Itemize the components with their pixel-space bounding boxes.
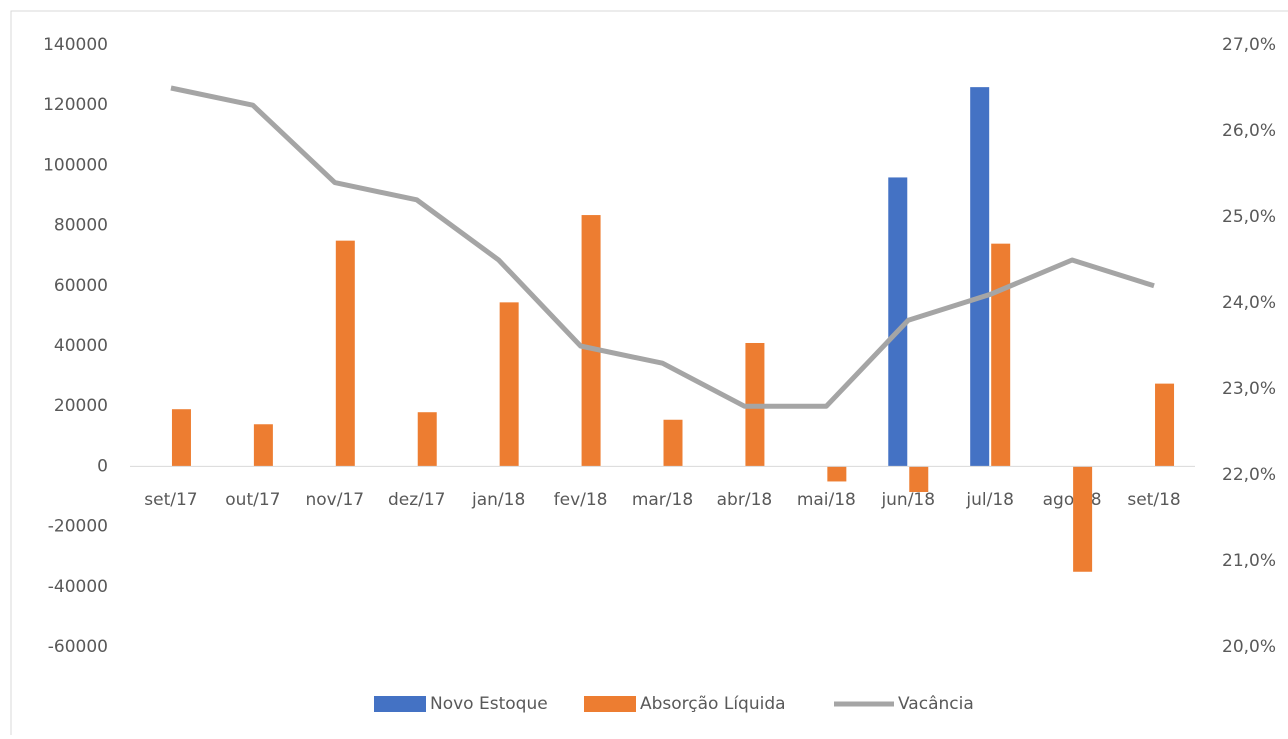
y-tick-label: 140000 [43,35,108,55]
y2-tick-label: 22,0% [1222,465,1276,485]
bar [417,412,437,467]
y-tick-label: -40000 [48,577,108,597]
x-tick-label: ago/18 [1043,490,1102,510]
bar [970,87,990,467]
bar [499,302,519,467]
y2-tick-label: 23,0% [1222,379,1276,399]
bar [888,177,908,467]
x-tick-label: jun/18 [880,490,935,510]
x-tick-label: jan/18 [471,490,525,510]
bar [1073,466,1093,572]
x-tick-label: set/18 [1127,490,1180,510]
chart-frame [10,10,1288,739]
y-tick-label: 40000 [54,336,108,356]
x-tick-label: fev/18 [554,490,608,510]
bar [1155,383,1175,467]
x-tick-label: out/17 [225,490,280,510]
y2-tick-label: 27,0% [1222,35,1276,55]
y2-tick-label: 21,0% [1222,551,1276,571]
x-tick-label: dez/17 [388,490,446,510]
legend-swatch [584,696,636,712]
y-tick-label: 120000 [43,95,108,115]
bar [827,466,847,482]
bar [171,409,191,467]
y2-tick-label: 25,0% [1222,207,1276,227]
y-tick-label: 0 [97,456,108,476]
bar [581,215,601,467]
y-tick-label: 100000 [43,155,108,175]
y2-tick-label: 24,0% [1222,293,1276,313]
x-tick-label: mai/18 [797,490,856,510]
legend-label: Vacância [898,694,974,714]
y2-tick-label: 20,0% [1222,637,1276,657]
x-tick-label: mar/18 [632,490,693,510]
y-tick-label: -60000 [48,637,108,657]
legend-swatch [374,696,426,712]
legend-label: Novo Estoque [430,694,548,714]
y-tick-label: -20000 [48,517,108,537]
legend-label: Absorção Líquida [640,694,786,714]
x-tick-label: nov/17 [306,490,365,510]
y-tick-label: 20000 [54,396,108,416]
bar [253,424,273,467]
bar [909,466,929,492]
x-tick-label: set/17 [144,490,197,510]
x-tick-label: jul/18 [965,490,1014,510]
line-series [170,85,1155,409]
bar [335,240,355,467]
bar [991,243,1011,467]
y-tick-label: 60000 [54,276,108,296]
bar [663,419,683,467]
x-tick-label: abr/18 [717,490,773,510]
y-tick-label: 80000 [54,216,108,236]
y2-tick-label: 26,0% [1222,121,1276,141]
